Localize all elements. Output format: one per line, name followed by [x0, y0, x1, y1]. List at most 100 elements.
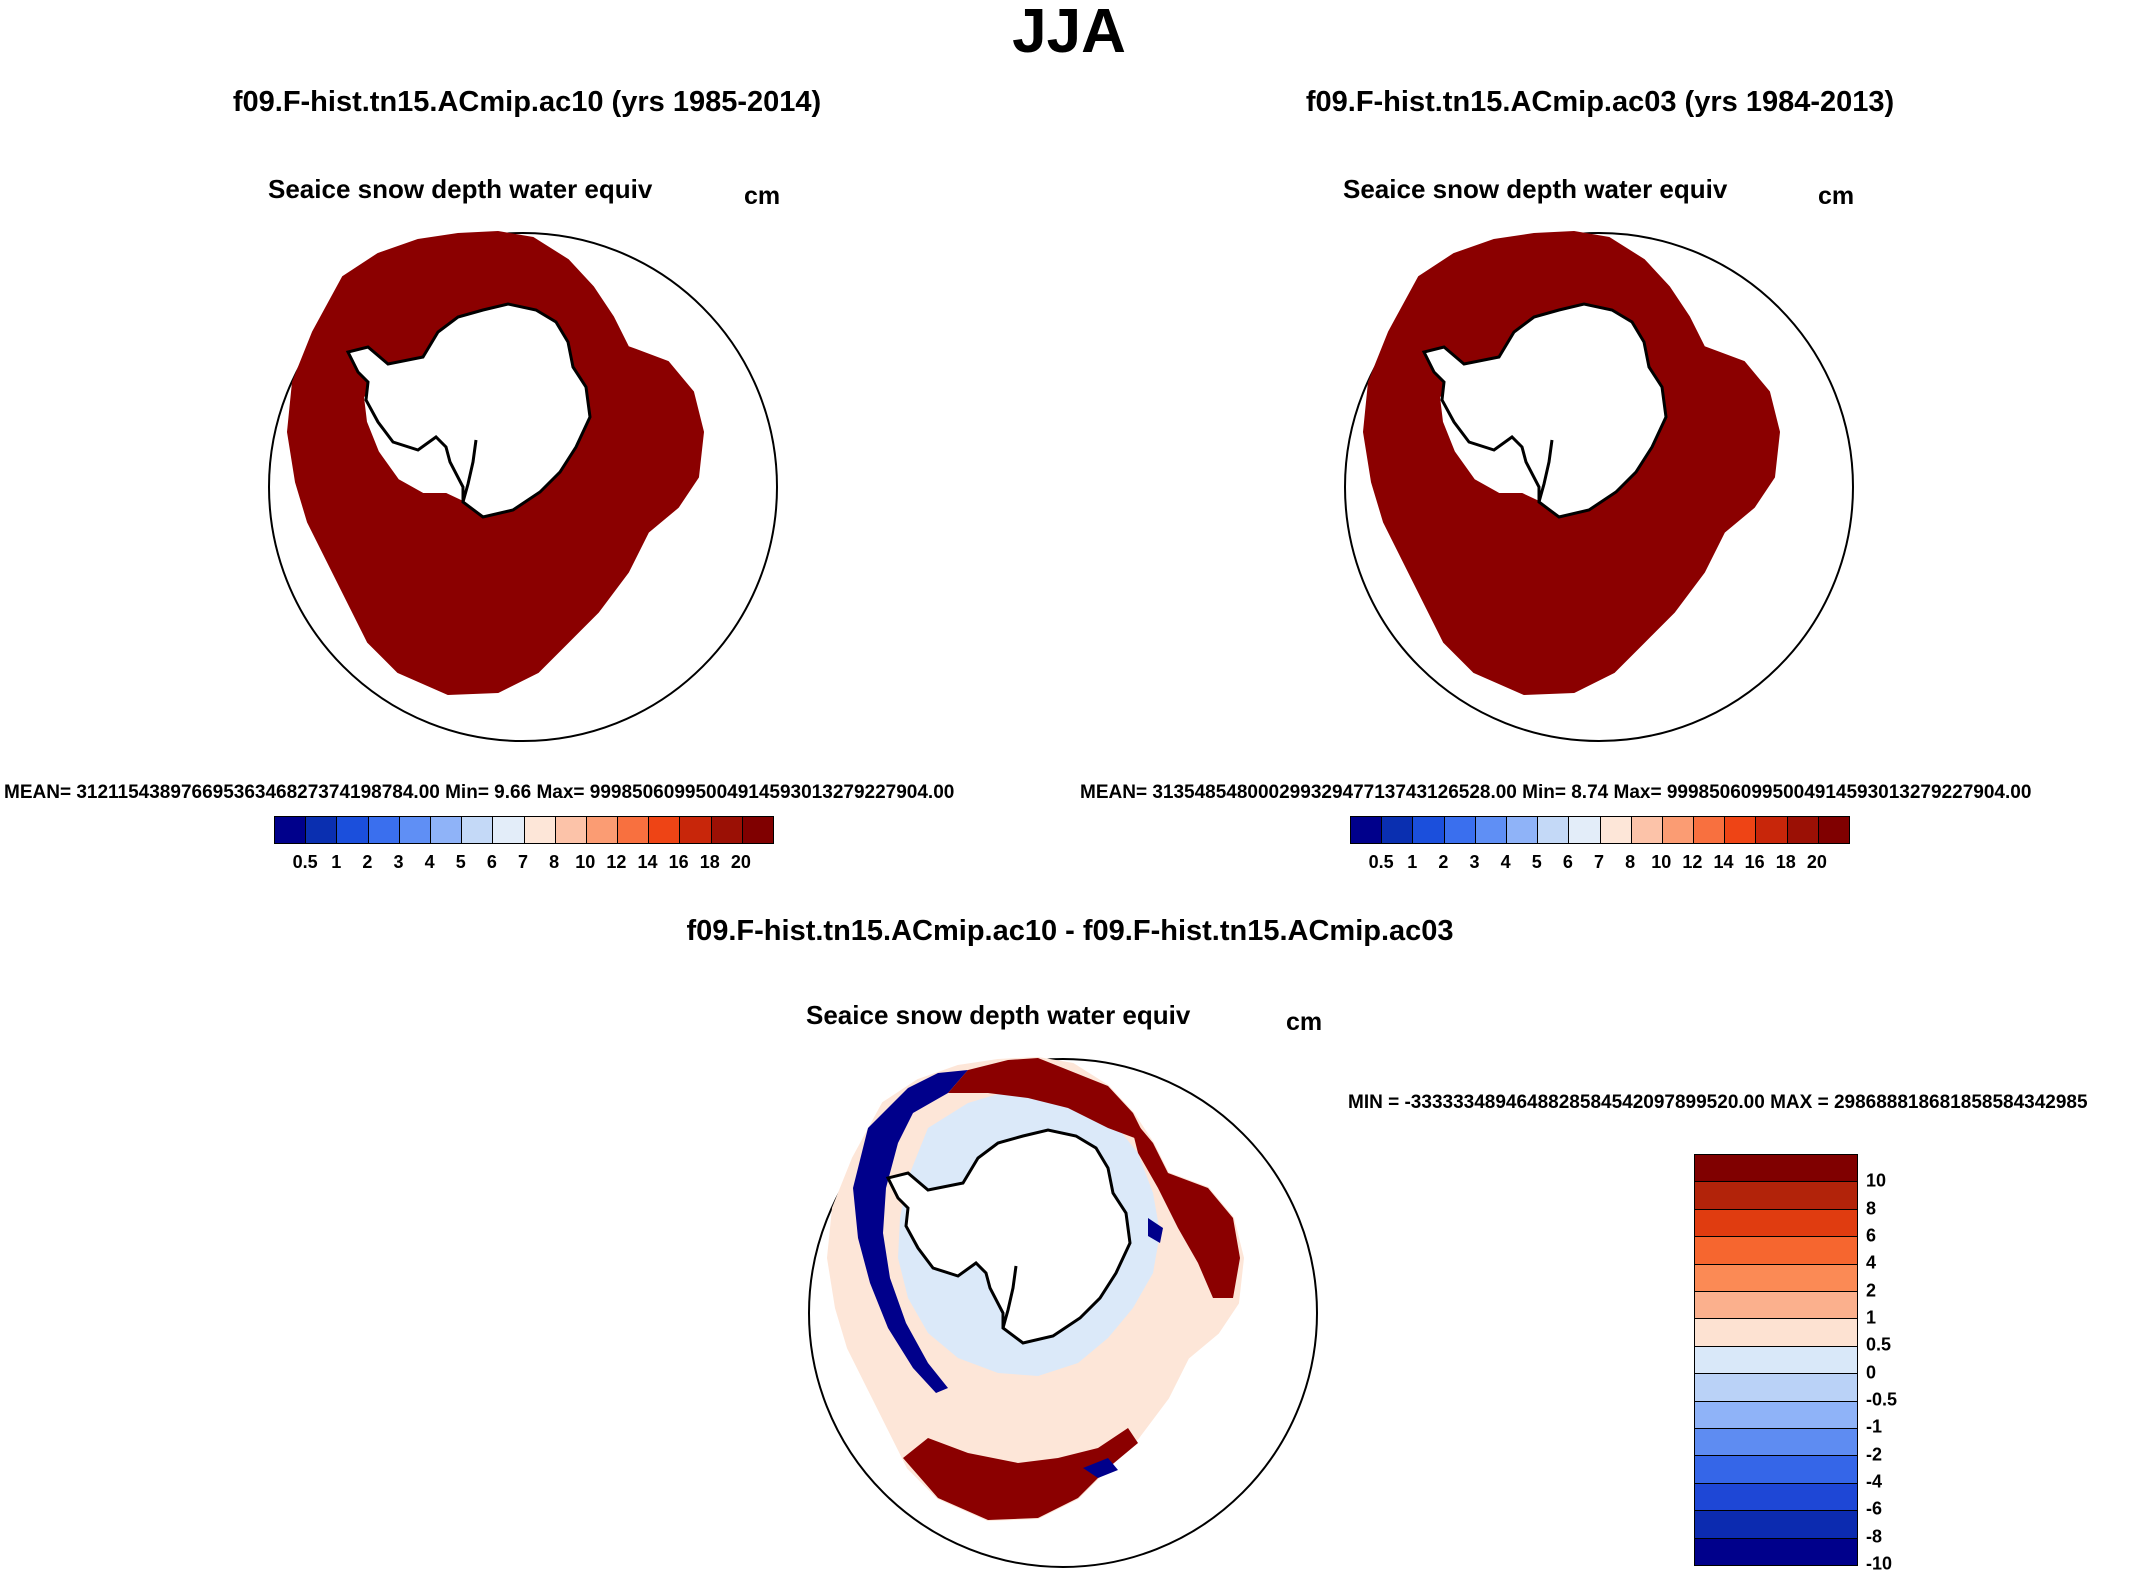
colorbar-swatch	[306, 817, 338, 843]
case2-colorbar-labels: 0.5 1 2 3 4 5 6 7 8 10 12 14 16 18 20	[1350, 852, 1848, 874]
colorbar-swatch	[1382, 817, 1414, 843]
colorbar-tick-label: 3	[393, 852, 404, 872]
colorbar-swatch	[1538, 817, 1570, 843]
colorbar-tick-label: 16	[668, 852, 689, 872]
colorbar-swatch	[399, 817, 431, 843]
colorbar-swatch	[1695, 1538, 1857, 1566]
diff-title: f09.F-hist.tn15.ACmip.ac10 - f09.F-hist.…	[686, 915, 1454, 947]
diff-strong-positive-south	[903, 1428, 1138, 1520]
colorbar-swatch	[1631, 817, 1663, 843]
colorbar-tick-label: 18	[1775, 852, 1796, 872]
case2-stats: MEAN= 31354854800029932947713743126528.0…	[1080, 782, 2032, 803]
colorbar-tick-label: 12	[606, 852, 627, 872]
case2-polar-map	[1344, 230, 1854, 742]
colorbar-tick-label: 6	[1562, 852, 1573, 872]
colorbar-swatch	[680, 817, 712, 843]
colorbar-tick-label: -6	[1866, 1498, 1883, 1519]
colorbar-tick-label: 2	[1438, 852, 1449, 872]
colorbar-tick-label: 10	[1651, 852, 1672, 872]
colorbar-tick-label: 18	[699, 852, 720, 872]
colorbar-tick-label: 10	[575, 852, 596, 872]
colorbar-swatch	[711, 817, 743, 843]
colorbar-tick-label: 5	[1531, 852, 1542, 872]
colorbar-swatch	[1695, 1155, 1857, 1183]
case1-stats: MEAN= 31211543897669536346827374198784.0…	[4, 782, 955, 803]
diff-colorbar	[1694, 1154, 1858, 1566]
colorbar-swatch	[1695, 1292, 1857, 1320]
colorbar-swatch	[586, 817, 619, 843]
diff-variable-title: Seaice snow depth water equiv	[806, 1000, 1191, 1030]
colorbar-swatch	[524, 817, 556, 843]
colorbar-swatch	[1351, 817, 1383, 843]
case1-colorbar-labels: 0.5 1 2 3 4 5 6 7 8 10 12 14 16 18 20	[274, 852, 772, 874]
colorbar-swatch	[1413, 817, 1445, 843]
colorbar-swatch	[1695, 1429, 1857, 1457]
colorbar-tick-label: 14	[637, 852, 658, 872]
colorbar-swatch	[742, 817, 773, 843]
colorbar-tick-label: 20	[1806, 852, 1827, 872]
colorbar-swatch	[1475, 817, 1507, 843]
colorbar-swatch	[275, 817, 307, 843]
colorbar-tick-label: 6	[1866, 1225, 1877, 1246]
diff-strong-positive-north	[948, 1058, 1148, 1143]
colorbar-tick-label: 10	[1866, 1170, 1887, 1191]
colorbar-swatch	[1506, 817, 1539, 843]
colorbar-swatch	[1695, 1401, 1857, 1430]
colorbar-tick-label: -4	[1866, 1471, 1883, 1492]
colorbar-tick-label: 5	[455, 852, 466, 872]
colorbar-tick-label: 12	[1682, 852, 1703, 872]
diff-strong-positive-east	[1128, 1113, 1240, 1298]
case2-variable-title: Seaice snow depth water equiv	[1343, 174, 1728, 204]
colorbar-swatch	[1756, 817, 1788, 843]
diff-strong-negative-band	[853, 1070, 968, 1393]
diff-coastline	[885, 1128, 1132, 1345]
colorbar-swatch	[1569, 817, 1601, 843]
colorbar-swatch	[1695, 1346, 1857, 1375]
colorbar-swatch	[1695, 1483, 1857, 1512]
colorbar-swatch	[1600, 817, 1632, 843]
colorbar-tick-label: 8	[1625, 852, 1636, 872]
colorbar-tick-label: 4	[424, 852, 435, 872]
colorbar-tick-label: 0.5	[1866, 1334, 1892, 1355]
colorbar-swatch	[1695, 1237, 1857, 1265]
case1-title: f09.F-hist.tn15.ACmip.ac10 (yrs 1985-201…	[232, 86, 822, 118]
colorbar-tick-label: 6	[486, 852, 497, 872]
colorbar-tick-label: 2	[1866, 1280, 1877, 1301]
colorbar-swatch	[1444, 817, 1476, 843]
colorbar-swatch	[1695, 1319, 1857, 1347]
diff-units: cm	[1286, 1008, 1323, 1036]
case1-colorbar	[274, 816, 774, 844]
diff-colorbar-labels: 10 8 6 4 2 1 0.5 0 -0.5 -1 -2 -4 -6 -8 -10	[1866, 1154, 1926, 1574]
colorbar-tick-label: 3	[1469, 852, 1480, 872]
colorbar-swatch	[337, 817, 369, 843]
colorbar-swatch	[1695, 1182, 1857, 1210]
colorbar-tick-label: -0.5	[1866, 1389, 1898, 1410]
case1-coastline	[345, 302, 592, 519]
colorbar-swatch	[430, 817, 463, 843]
diff-stats: MIN = -3333334894648828584542097899520.0…	[1348, 1092, 2088, 1113]
colorbar-tick-label: -10	[1866, 1553, 1893, 1574]
colorbar-swatch	[1694, 817, 1726, 843]
colorbar-tick-label: -1	[1866, 1416, 1883, 1437]
colorbar-swatch	[1695, 1264, 1857, 1293]
colorbar-swatch	[618, 817, 650, 843]
case1-polar-map	[268, 230, 778, 742]
colorbar-tick-label: 1	[1407, 852, 1418, 872]
difference-polar-map	[808, 1056, 1318, 1568]
main-title: JJA	[1012, 0, 1126, 66]
colorbar-swatch	[1787, 817, 1819, 843]
colorbar-swatch	[493, 817, 525, 843]
case1-variable-title: Seaice snow depth water equiv	[268, 174, 653, 204]
colorbar-tick-label: 16	[1744, 852, 1765, 872]
colorbar-tick-label: -2	[1866, 1444, 1883, 1465]
case2-title: f09.F-hist.tn15.ACmip.ac03 (yrs 1984-201…	[1305, 86, 1895, 118]
colorbar-tick-label: 8	[549, 852, 560, 872]
colorbar-swatch	[1695, 1511, 1857, 1539]
colorbar-swatch	[649, 817, 681, 843]
colorbar-tick-label: 1	[1866, 1307, 1877, 1328]
colorbar-tick-label: 2	[362, 852, 373, 872]
colorbar-tick-label: 20	[730, 852, 751, 872]
colorbar-swatch	[555, 817, 587, 843]
colorbar-tick-label: 7	[517, 852, 529, 872]
colorbar-swatch	[1695, 1374, 1857, 1402]
